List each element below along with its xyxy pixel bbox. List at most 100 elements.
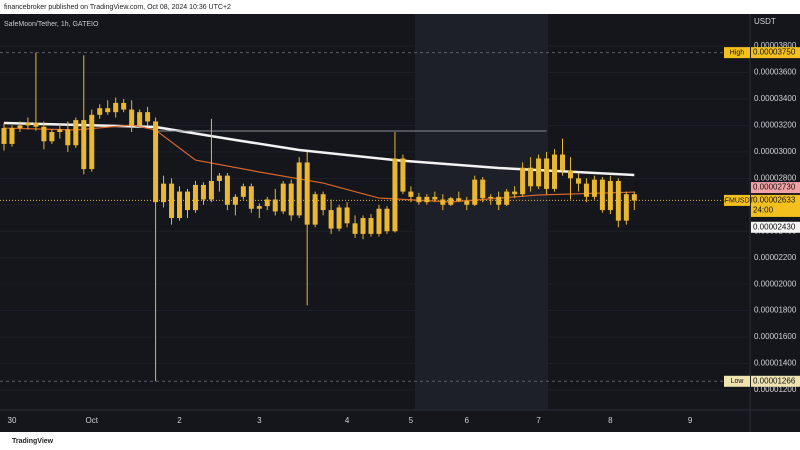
candle-body bbox=[416, 196, 422, 203]
candle-body bbox=[33, 122, 39, 127]
candle-body bbox=[336, 207, 342, 229]
candle-body bbox=[240, 186, 246, 197]
price-label: 0.00001266 bbox=[753, 376, 796, 385]
y-tick-label: 0.00001400 bbox=[754, 359, 797, 368]
candle-body bbox=[264, 199, 270, 207]
candle-body bbox=[200, 184, 206, 200]
currency: USDT bbox=[754, 17, 776, 26]
candle-body bbox=[472, 179, 478, 205]
y-tick-label: 0.00003200 bbox=[754, 121, 797, 130]
candle-body bbox=[17, 125, 23, 129]
candle-body bbox=[25, 122, 31, 126]
price-label-box bbox=[751, 194, 800, 217]
candle-body bbox=[97, 108, 103, 115]
x-tick-label: 9 bbox=[688, 416, 693, 425]
y-tick-label: 0.00003400 bbox=[754, 94, 797, 103]
candle-body bbox=[623, 194, 629, 221]
candle-body bbox=[631, 194, 637, 201]
candle-body bbox=[169, 183, 175, 219]
candle-body bbox=[400, 158, 406, 192]
y-tick-label: 0.00003800 bbox=[754, 41, 797, 50]
candle-body bbox=[360, 218, 366, 234]
candle-body bbox=[607, 180, 613, 211]
candle-body bbox=[496, 196, 502, 205]
candle-body bbox=[216, 175, 222, 181]
candle-body bbox=[248, 186, 254, 209]
price-label-box bbox=[751, 47, 800, 59]
y-tick-label: 0.00002200 bbox=[754, 253, 797, 262]
y-tick-label: 0.00001800 bbox=[754, 306, 797, 315]
candle-body bbox=[105, 108, 111, 113]
candle-body bbox=[488, 196, 494, 199]
y-tick-label: 0.00002000 bbox=[754, 279, 797, 288]
price-tag: Low bbox=[731, 378, 745, 385]
candle-body bbox=[344, 207, 350, 224]
x-tick-label: 2 bbox=[177, 416, 182, 425]
price-tag-box bbox=[724, 47, 750, 59]
y-tick-label: 0.00001200 bbox=[754, 385, 797, 394]
candle-body bbox=[552, 154, 558, 189]
price-label-box bbox=[751, 221, 800, 233]
candle-body bbox=[591, 179, 597, 197]
candle-body bbox=[320, 194, 326, 211]
candle-body bbox=[145, 112, 151, 122]
candle-body bbox=[185, 191, 190, 211]
candle-body bbox=[512, 191, 518, 195]
candle-body bbox=[583, 183, 589, 197]
candle-body bbox=[432, 196, 438, 200]
price-tag-box bbox=[724, 194, 750, 206]
x-tick-label: 7 bbox=[536, 416, 541, 425]
candle-body bbox=[192, 184, 198, 211]
candle-body bbox=[232, 196, 238, 205]
x-tick-label: 4 bbox=[345, 416, 350, 425]
candle-body bbox=[272, 199, 278, 212]
candle-body bbox=[440, 199, 446, 205]
candle-body bbox=[304, 162, 310, 225]
candle-body bbox=[504, 191, 510, 205]
candle-body bbox=[312, 194, 318, 225]
price-label-box bbox=[751, 375, 800, 387]
price-label: 0.00002730 bbox=[753, 183, 796, 192]
y-tick-label: 0.00003600 bbox=[754, 68, 797, 77]
candle-body bbox=[384, 208, 390, 232]
price-label: 0.00002430 bbox=[753, 222, 796, 231]
moving-average bbox=[3, 124, 635, 203]
chart-background bbox=[0, 14, 800, 432]
x-tick-label: 6 bbox=[465, 416, 470, 425]
price-label: 0.00002633 bbox=[753, 196, 796, 205]
candle-body bbox=[408, 191, 414, 197]
candle-body bbox=[560, 154, 565, 171]
candle-body bbox=[81, 120, 87, 170]
candle-body bbox=[480, 179, 486, 199]
candle-body bbox=[376, 208, 382, 234]
candle-body bbox=[208, 180, 214, 200]
price-tag: SFMUSDT bbox=[720, 197, 755, 204]
candle-body bbox=[9, 128, 15, 144]
candle-body bbox=[41, 126, 47, 142]
candle-body bbox=[528, 167, 534, 187]
y-tick-label: 0.00001600 bbox=[754, 332, 797, 341]
x-tick-label: 3 bbox=[257, 416, 262, 425]
candle-body bbox=[129, 109, 135, 126]
candle-body bbox=[615, 180, 621, 221]
price-tag: High bbox=[730, 49, 745, 56]
candle-body bbox=[89, 114, 95, 170]
session-band bbox=[415, 14, 548, 410]
price-tag-box bbox=[724, 375, 750, 387]
chart-title: SafeMoon/Tether, 1h, GATEIO bbox=[4, 21, 99, 28]
x-tick-label: 8 bbox=[608, 416, 613, 425]
candle-body bbox=[456, 198, 462, 201]
candle-body bbox=[464, 200, 470, 205]
candle-body bbox=[153, 121, 159, 203]
candle-body bbox=[352, 223, 358, 234]
header-text: financebroker published on TradingView.c… bbox=[4, 4, 231, 11]
candle-body bbox=[536, 158, 542, 187]
candle-body bbox=[177, 191, 183, 219]
price-label-countdown: 24:00 bbox=[753, 206, 774, 215]
candle-body bbox=[520, 167, 526, 195]
candle-body bbox=[256, 206, 262, 209]
header-bar bbox=[0, 0, 800, 14]
footer-bar bbox=[0, 432, 800, 450]
candle-body bbox=[1, 128, 7, 144]
